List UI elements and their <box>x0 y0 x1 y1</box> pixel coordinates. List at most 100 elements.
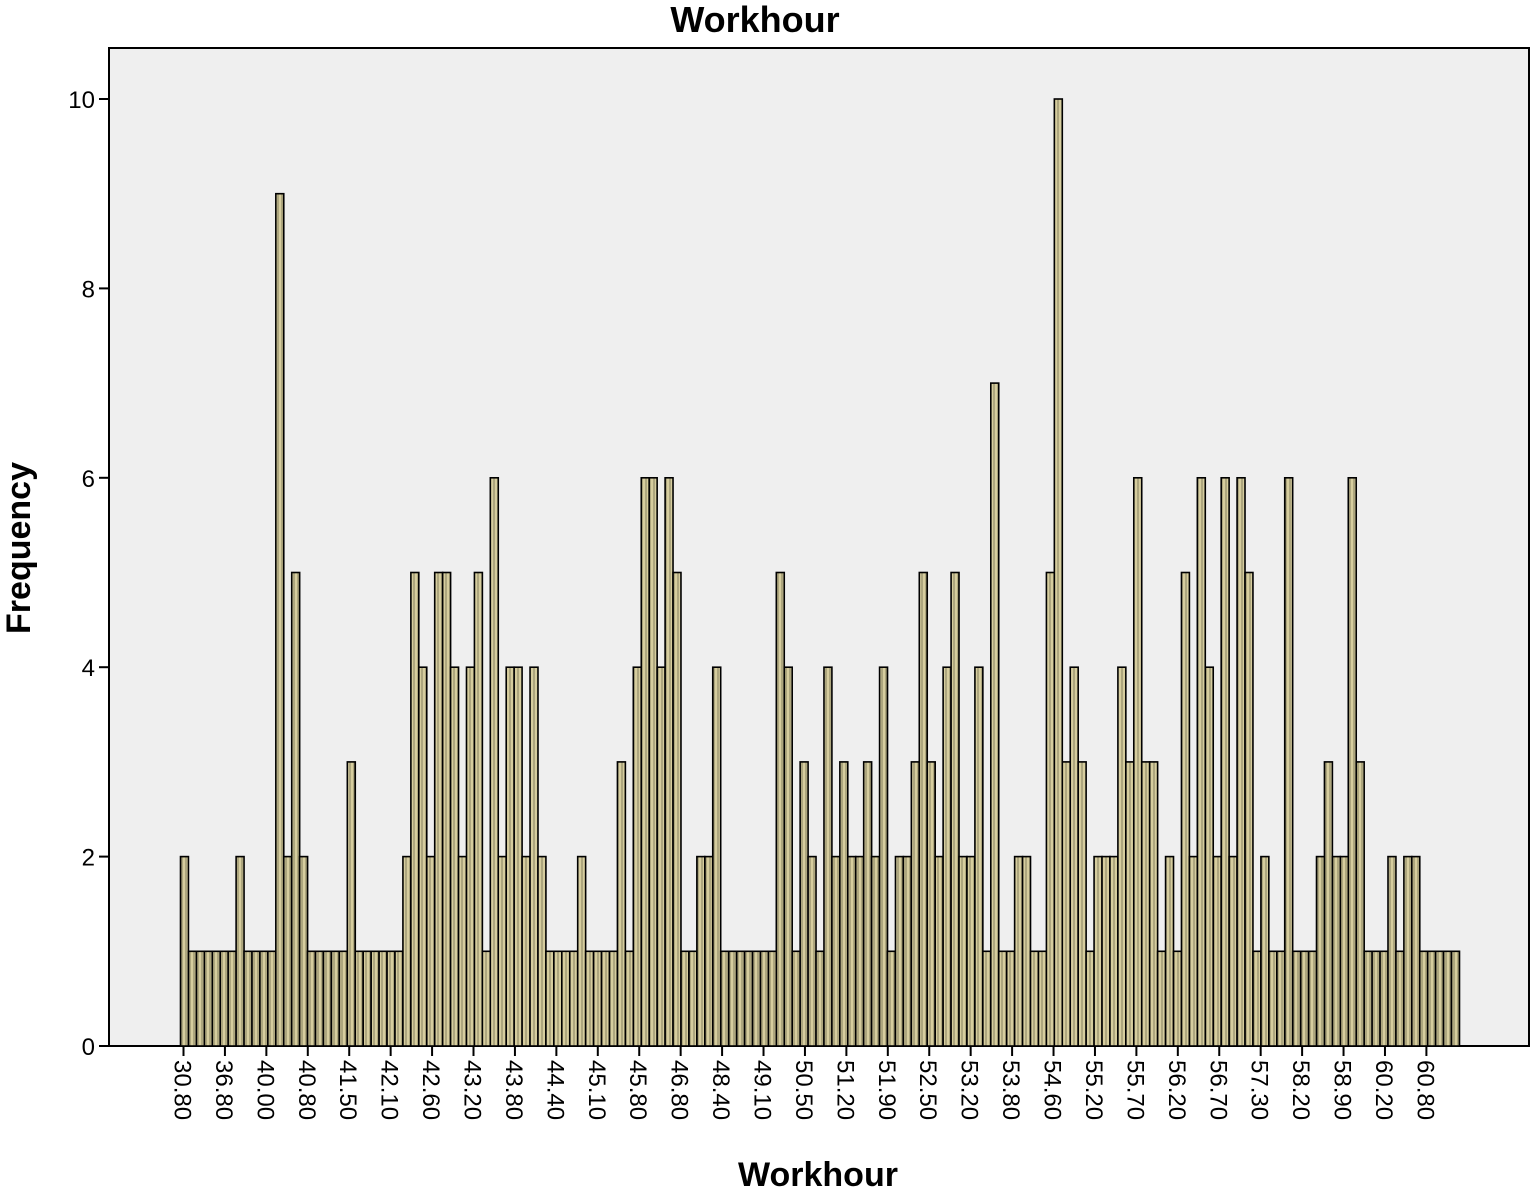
histogram-bar <box>592 950 603 1047</box>
histogram-bar <box>632 666 643 1047</box>
x-tick-label: 60.80 <box>1411 1060 1438 1120</box>
x-tick-label: 57.30 <box>1246 1060 1273 1120</box>
x-tick-label: 43.20 <box>459 1060 486 1120</box>
histogram-bar <box>910 761 921 1047</box>
histogram-bar <box>942 666 952 1047</box>
histogram-bar <box>759 950 770 1047</box>
histogram-bar <box>711 666 722 1047</box>
histogram-bar <box>322 950 333 1047</box>
histogram-bar <box>767 950 778 1047</box>
y-tick-label: 0 <box>82 1034 95 1061</box>
histogram-bar <box>298 855 309 1047</box>
histogram-bar <box>672 571 682 1047</box>
x-tick-label: 51.20 <box>831 1060 858 1120</box>
histogram-bar <box>1268 950 1278 1047</box>
x-tick-label: 42.60 <box>417 1060 444 1120</box>
histogram-bar <box>696 855 706 1047</box>
histogram-bar <box>568 950 579 1047</box>
x-tick-label: 53.80 <box>997 1060 1024 1120</box>
histogram-bar <box>966 855 976 1047</box>
histogram-bar <box>1212 855 1222 1047</box>
histogram-bar <box>1355 761 1365 1047</box>
histogram-bar <box>481 950 492 1047</box>
histogram-bar <box>497 855 508 1047</box>
x-tick-label: 60.20 <box>1370 1060 1397 1120</box>
histogram-bar <box>1395 950 1405 1047</box>
histogram-bar <box>989 382 1000 1047</box>
histogram-bar <box>1172 950 1183 1047</box>
histogram-bar <box>878 666 889 1047</box>
histogram-bar <box>418 666 428 1047</box>
histogram-bar <box>1117 666 1127 1047</box>
histogram-bar <box>958 855 968 1047</box>
histogram-bar <box>402 855 412 1047</box>
histogram-bar <box>354 950 365 1047</box>
histogram-bar <box>743 950 754 1047</box>
histogram-bar <box>410 571 420 1047</box>
histogram-bar <box>330 950 341 1047</box>
histogram-bar <box>529 666 539 1047</box>
histogram-bar <box>823 666 833 1047</box>
y-tick-label: 8 <box>82 276 95 303</box>
histogram-bar <box>346 761 357 1047</box>
histogram-bar <box>338 950 349 1047</box>
histogram-bar <box>521 855 531 1047</box>
histogram-bar <box>386 950 396 1047</box>
histogram-bar <box>902 855 913 1047</box>
histogram-bar <box>1260 855 1270 1047</box>
histogram-bar <box>251 950 261 1047</box>
histogram-bar <box>735 950 746 1047</box>
x-axis: 30.80 36.80 40.00 40.80 41.50 42.10 42.60 43.20… <box>169 1046 1438 1120</box>
histogram-bar <box>195 950 206 1047</box>
histogram-bar <box>1037 950 1048 1047</box>
histogram-bar <box>799 761 809 1047</box>
histogram-bar <box>433 571 444 1047</box>
histogram-bar <box>918 571 929 1047</box>
histogram-bar <box>934 855 944 1047</box>
histogram-bar <box>997 950 1008 1047</box>
histogram-bar <box>1220 476 1230 1047</box>
chart-title: Workhour <box>670 0 839 40</box>
histogram-bar <box>1196 476 1207 1047</box>
histogram-bar <box>1244 571 1254 1047</box>
histogram-bar <box>815 950 825 1047</box>
histogram-bar <box>648 476 658 1047</box>
histogram-bar <box>791 950 801 1047</box>
histogram-bar <box>862 761 873 1047</box>
histogram-bar <box>1093 855 1103 1047</box>
histogram-bar <box>1331 855 1342 1047</box>
histogram-bar <box>584 950 595 1047</box>
histogram-bar <box>727 950 738 1047</box>
histogram-bar <box>1307 950 1318 1047</box>
histogram-bar <box>1434 950 1445 1047</box>
histogram-bar <box>926 761 936 1047</box>
histogram-bar <box>608 950 619 1047</box>
histogram-bar <box>1411 855 1421 1047</box>
histogram-bar <box>1029 950 1040 1047</box>
histogram-bar <box>306 950 317 1047</box>
histogram-bar <box>267 950 277 1047</box>
x-tick-label: 55.70 <box>1121 1060 1148 1120</box>
histogram-bar <box>1363 950 1373 1047</box>
histogram-bar <box>1180 571 1191 1047</box>
histogram-bar <box>1371 950 1381 1047</box>
histogram-bar <box>807 855 817 1047</box>
x-axis-title: Workhour <box>738 1156 898 1190</box>
histogram-bar <box>1101 855 1111 1047</box>
y-tick-label: 10 <box>68 87 95 114</box>
histogram-bar <box>751 950 762 1047</box>
histogram-bar <box>370 950 380 1047</box>
bars-group <box>179 98 1461 1047</box>
histogram-bar <box>1236 476 1246 1047</box>
histogram-bar <box>537 855 547 1047</box>
histogram-bar <box>235 855 245 1047</box>
histogram-bar <box>1379 950 1389 1047</box>
histogram-bar <box>950 571 960 1047</box>
histogram-bar <box>243 950 253 1047</box>
histogram-bar <box>1291 950 1302 1047</box>
x-tick-label: 49.10 <box>749 1060 776 1120</box>
histogram-bar <box>894 855 905 1047</box>
histogram-bar <box>1005 950 1016 1047</box>
histogram-bar <box>203 950 214 1047</box>
